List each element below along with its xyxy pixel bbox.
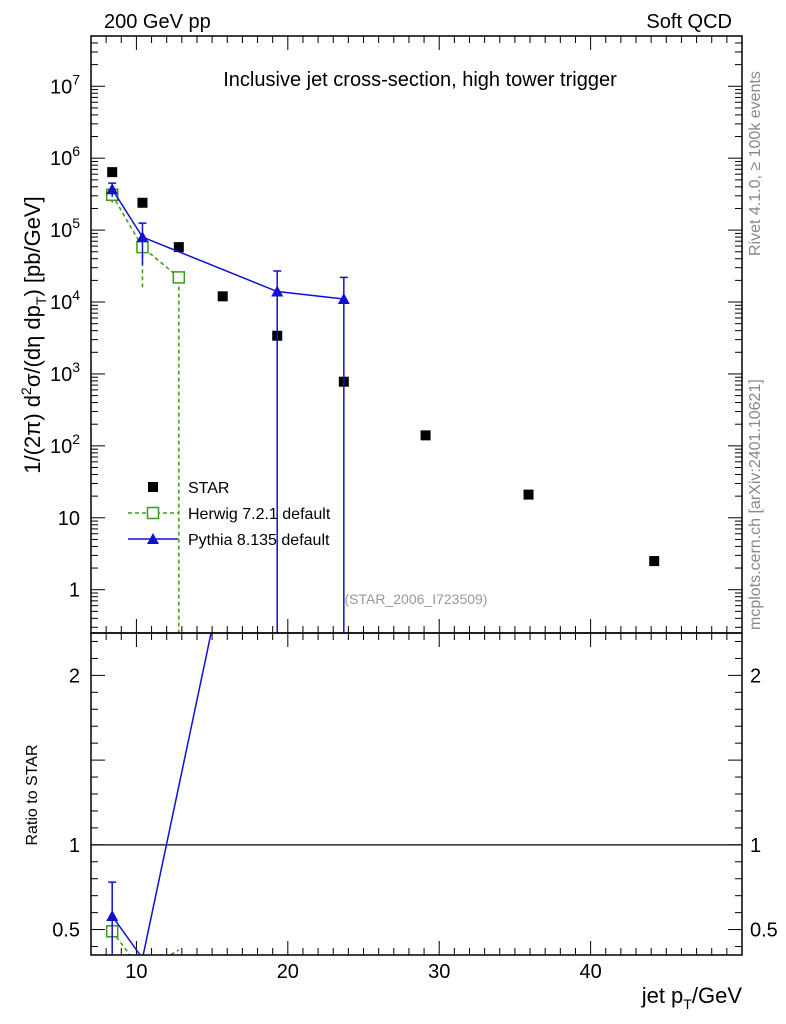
y-tick-label: 104 [50, 287, 80, 314]
legend-pythia-marker [147, 533, 159, 544]
ratio-plot-axes: 10 20 30 40 0.5 0.5 1 1 2 2 [52, 633, 778, 983]
pythia-data-point [136, 231, 149, 243]
rivet-version-label: Rivet 4.1.0, ≥ 100k events [747, 71, 764, 256]
star-data-point [173, 242, 184, 253]
star-data-point [137, 197, 148, 208]
pythia-data-point [106, 183, 119, 195]
pythia-line [111, 188, 344, 300]
ratio-y-tick-label: 0.5 [52, 920, 80, 942]
svg-text:1/(2π) d2σ/(dη dpT) [pb/GeV]: 1/(2π) d2σ/(dη dpT) [pb/GeV] [18, 196, 49, 473]
ratio-y-tick-label: 1 [69, 835, 80, 857]
pythia-ratio-point [106, 910, 119, 922]
svg-text:jet pT/GeV: jet pT/GeV [641, 983, 743, 1012]
y-axis-label: 1/(2π) d2σ/(dη dpT) [pb/GeV] [18, 196, 49, 473]
main-plot-data [105, 167, 660, 633]
pythia-ratio-line [111, 633, 212, 955]
star-data-point [107, 167, 118, 178]
x-tick-label: 10 [125, 961, 147, 983]
pythia-data-point [271, 285, 284, 297]
header-right: Soft QCD [646, 11, 732, 33]
y-tick-label: 106 [50, 143, 80, 170]
ratio-plot-frame [90, 632, 743, 956]
star-data-point [523, 489, 534, 500]
ratio-y-tick-label-right: 0.5 [750, 920, 778, 942]
mcplots-label: mcplots.cern.ch [arXiv:2401.10621] [747, 379, 764, 630]
star-data-point [649, 556, 660, 567]
star-data-point [420, 430, 431, 441]
ratio-y-tick-label: 2 [69, 665, 80, 687]
header-left: 200 GeV pp [104, 11, 211, 33]
analysis-tag: (STAR_2006_I723509) [345, 591, 488, 607]
legend-star-marker [148, 482, 158, 492]
herwig-data-point [172, 271, 186, 284]
main-plot-axes: 1 10 102 103 104 105 106 107 [50, 35, 743, 633]
ratio-y-tick-label-right: 2 [750, 665, 761, 687]
legend-herwig-label: Herwig 7.2.1 default [188, 506, 331, 523]
ratio-plot-data [91, 633, 742, 955]
pythia-data-point [337, 293, 350, 305]
ratio-y-tick-label-right: 1 [750, 835, 761, 857]
legend: STAR Herwig 7.2.1 default Pythia 8.135 def… [128, 480, 331, 549]
y-tick-label: 102 [50, 431, 80, 458]
y-tick-label: 107 [50, 71, 80, 98]
y-tick-label: 103 [50, 359, 80, 386]
x-axis-label: jet pT/GeV [641, 983, 743, 1012]
x-tick-label: 20 [277, 961, 299, 983]
x-tick-label: 30 [428, 961, 450, 983]
y-tick-label: 10 [58, 508, 80, 530]
star-data-point [217, 291, 228, 302]
y-tick-label: 105 [50, 215, 80, 242]
ratio-axis-label: Ratio to STAR [24, 744, 41, 845]
x-tick-label: 40 [579, 961, 601, 983]
y-tick-label: 1 [69, 580, 80, 602]
legend-star-label: STAR [188, 480, 229, 497]
plot-title: Inclusive jet cross-section, high tower … [223, 69, 617, 91]
legend-pythia-label: Pythia 8.135 default [188, 532, 330, 549]
legend-herwig-marker [146, 506, 160, 520]
herwig-line [111, 194, 180, 278]
herwig-ratio-line [111, 930, 180, 955]
